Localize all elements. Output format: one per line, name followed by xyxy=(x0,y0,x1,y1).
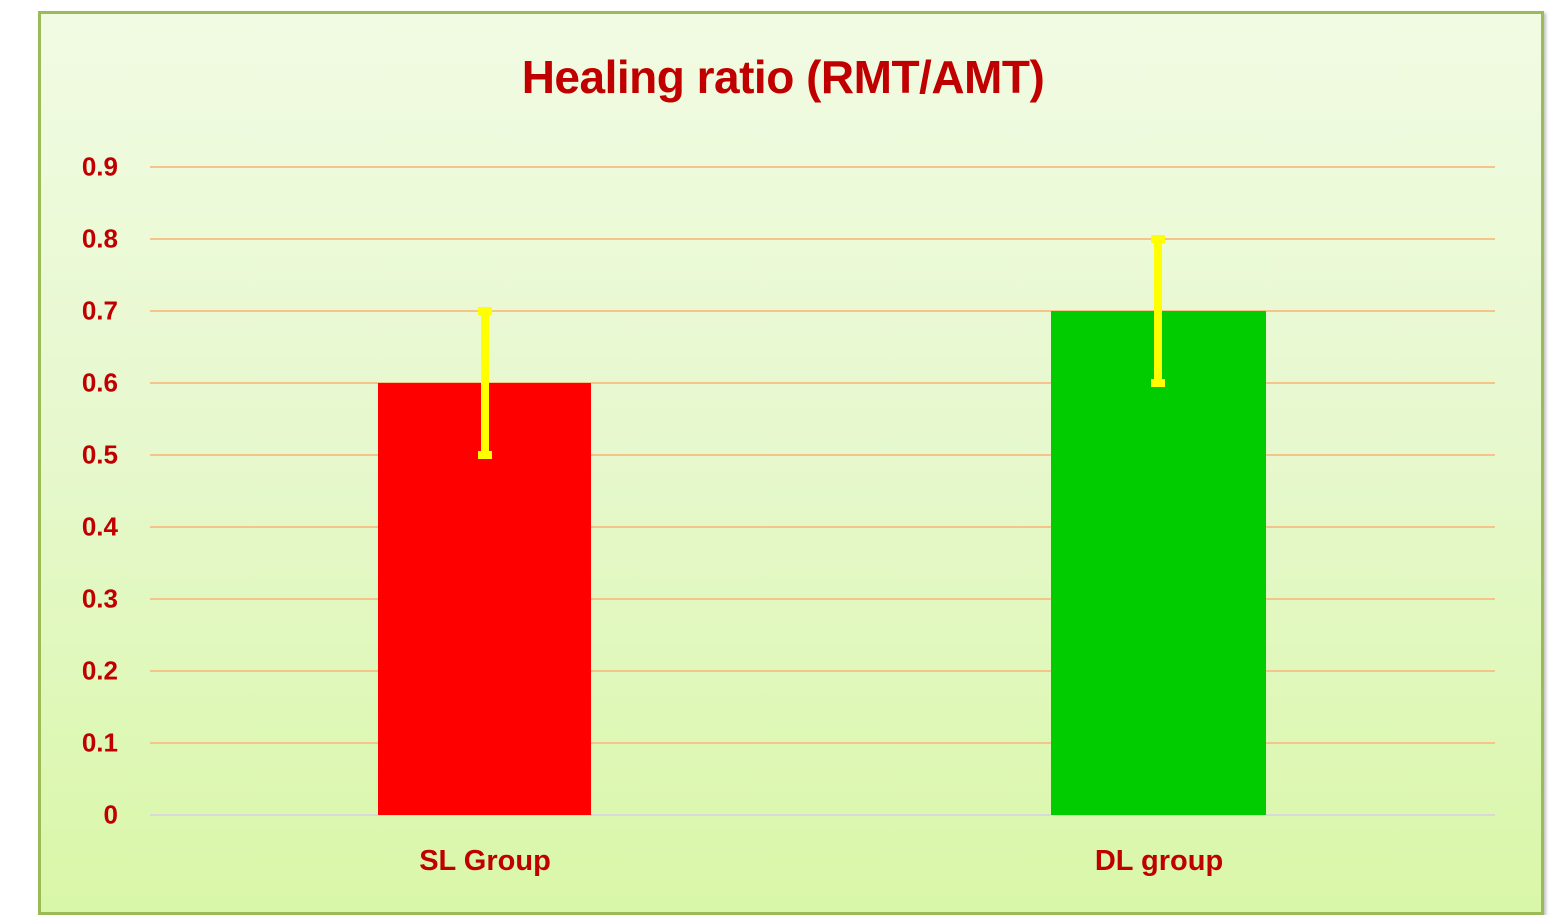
y-tick-0.6: 0.6 xyxy=(81,367,118,398)
gridline xyxy=(150,382,1495,384)
error-bar-dl-group xyxy=(1154,239,1162,383)
gridline xyxy=(150,454,1495,456)
chart-frame xyxy=(38,11,1544,915)
x-label-dl-group: DL group xyxy=(1094,845,1224,877)
y-tick-0.9: 0.9 xyxy=(81,151,118,182)
error-cap-top xyxy=(478,307,492,315)
baseline xyxy=(150,814,1495,816)
gridline xyxy=(150,238,1495,240)
error-bar-sl-group xyxy=(481,311,489,455)
y-tick-0.8: 0.8 xyxy=(81,223,118,254)
gridline xyxy=(150,166,1495,168)
x-label-sl-group: SL Group xyxy=(419,845,551,877)
y-tick-0.4: 0.4 xyxy=(81,511,118,542)
error-cap-bottom xyxy=(478,451,492,459)
gridline xyxy=(150,526,1495,528)
error-cap-top xyxy=(1151,235,1165,243)
error-cap-bottom xyxy=(1151,379,1165,387)
gridline xyxy=(150,742,1495,744)
bar-dl-group xyxy=(1051,311,1266,815)
y-tick-0.3: 0.3 xyxy=(81,583,118,614)
y-tick-0.5: 0.5 xyxy=(81,439,118,470)
gridline xyxy=(150,670,1495,672)
y-tick-0.7: 0.7 xyxy=(81,295,118,326)
gridline xyxy=(150,310,1495,312)
y-tick-0.2: 0.2 xyxy=(81,655,118,686)
chart-title: Healing ratio (RMT/AMT) xyxy=(521,51,1045,103)
y-tick-0.1: 0.1 xyxy=(81,727,118,758)
gridline xyxy=(150,598,1495,600)
y-tick-0: 0 xyxy=(103,799,118,830)
